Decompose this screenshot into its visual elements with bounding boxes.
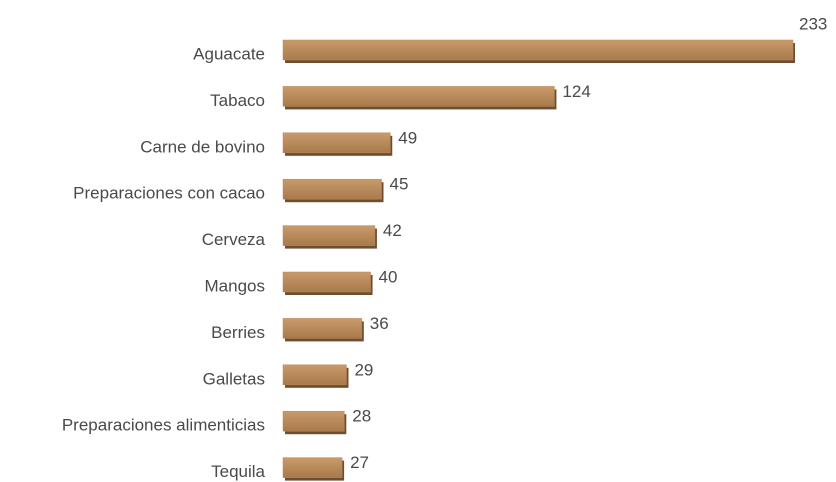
bar (282, 132, 391, 154)
category-label: Preparaciones con cacao (73, 184, 265, 203)
category-label: Cerveza (202, 230, 266, 249)
category-label: Carne de bovino (140, 137, 265, 156)
value-label: 27 (350, 453, 369, 472)
value-label: 45 (389, 175, 408, 194)
bar (282, 225, 376, 246)
bar (282, 457, 343, 478)
value-label: 36 (370, 314, 389, 333)
bar (282, 410, 345, 432)
category-label: Mangos (205, 276, 265, 295)
category-label: Tabaco (210, 91, 265, 110)
bar (282, 178, 382, 200)
category-label: Berries (211, 323, 265, 342)
value-label: 29 (354, 360, 373, 379)
value-label: 28 (352, 407, 371, 426)
category-label: Aguacate (193, 44, 265, 63)
bar (282, 39, 794, 61)
bar (282, 271, 371, 293)
category-label: Galletas (203, 369, 265, 388)
value-label: 233 (799, 14, 827, 33)
bar (282, 318, 363, 339)
value-label: 49 (398, 128, 417, 147)
category-label: Tequila (211, 462, 265, 481)
value-label: 42 (383, 221, 402, 240)
value-label: 124 (562, 82, 590, 101)
bar (282, 364, 347, 386)
bar (282, 86, 555, 107)
value-label: 40 (379, 267, 398, 286)
category-label: Preparaciones alimenticias (62, 416, 265, 435)
